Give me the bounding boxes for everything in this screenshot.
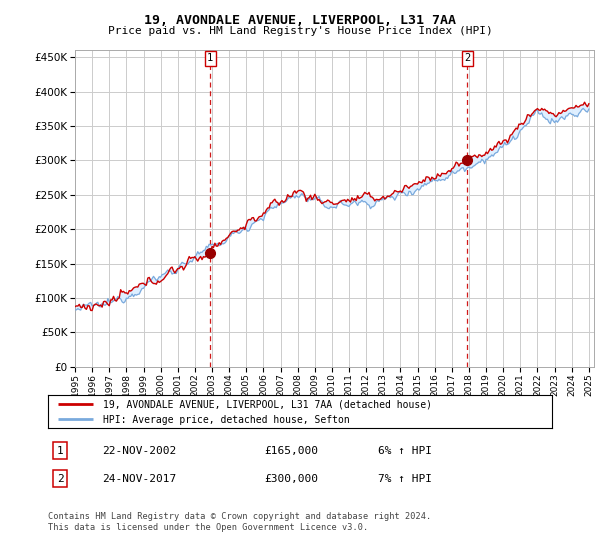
Text: Contains HM Land Registry data © Crown copyright and database right 2024.
This d: Contains HM Land Registry data © Crown c… [48, 512, 431, 532]
Text: 22-NOV-2002: 22-NOV-2002 [102, 446, 176, 456]
Text: 2: 2 [56, 474, 64, 484]
Text: £165,000: £165,000 [264, 446, 318, 456]
Text: 19, AVONDALE AVENUE, LIVERPOOL, L31 7AA (detached house): 19, AVONDALE AVENUE, LIVERPOOL, L31 7AA … [103, 400, 433, 410]
Text: 2: 2 [464, 53, 470, 63]
Text: £300,000: £300,000 [264, 474, 318, 484]
Text: 24-NOV-2017: 24-NOV-2017 [102, 474, 176, 484]
Text: 6% ↑ HPI: 6% ↑ HPI [378, 446, 432, 456]
Text: 1: 1 [56, 446, 64, 456]
Text: 7% ↑ HPI: 7% ↑ HPI [378, 474, 432, 484]
Text: HPI: Average price, detached house, Sefton: HPI: Average price, detached house, Seft… [103, 415, 350, 425]
Text: 1: 1 [207, 53, 214, 63]
Text: Price paid vs. HM Land Registry's House Price Index (HPI): Price paid vs. HM Land Registry's House … [107, 26, 493, 36]
Text: 19, AVONDALE AVENUE, LIVERPOOL, L31 7AA: 19, AVONDALE AVENUE, LIVERPOOL, L31 7AA [144, 14, 456, 27]
